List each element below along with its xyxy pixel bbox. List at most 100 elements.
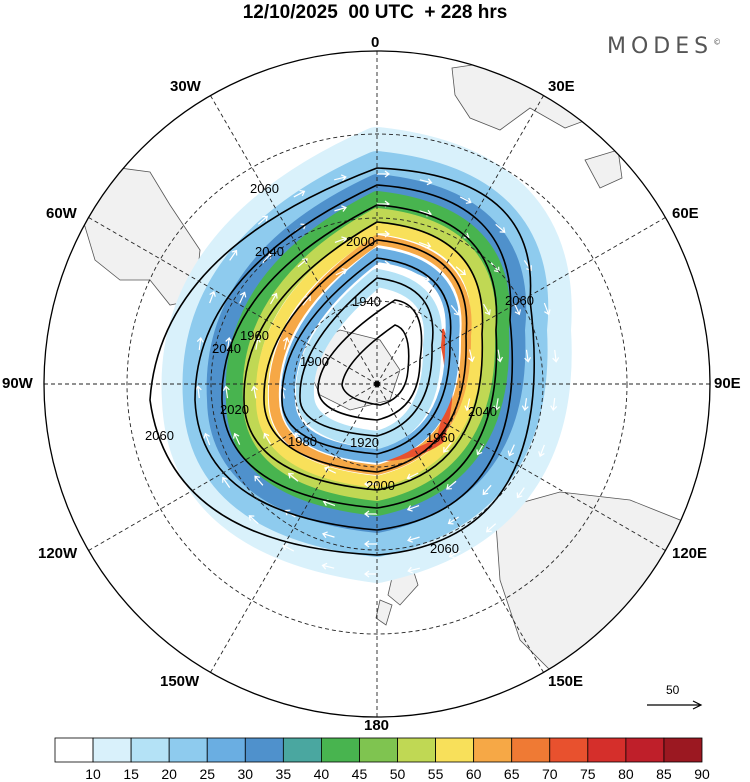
colorbar-label: 85 <box>656 766 672 782</box>
colorbar-swatch <box>206 737 246 763</box>
colorbar <box>54 737 703 763</box>
colorbar-swatch <box>359 737 398 763</box>
contour-label-2060: 2060 <box>505 293 534 308</box>
wind-arrow <box>334 174 347 182</box>
wind-arrow <box>364 480 377 488</box>
wind-arrow <box>248 515 259 525</box>
contour-label-2060: 2060 <box>145 428 174 443</box>
wind-arrow <box>406 504 420 512</box>
contour-label-2020: 2020 <box>220 402 249 417</box>
contour-label-1960: 1960 <box>240 328 269 343</box>
colorbar-swatch <box>92 737 132 763</box>
contour-labels: 1900 1920 1940 1960 1960 1980 2000 2000 2020 2040… <box>145 181 534 556</box>
wind-arrow <box>483 303 491 316</box>
colorbar-swatch <box>625 737 665 763</box>
wind-arrow <box>468 349 475 363</box>
land-australia <box>494 491 701 691</box>
colorbar-swatch <box>473 737 513 763</box>
wind-arrow <box>485 523 497 533</box>
wind-arrow <box>334 205 347 212</box>
contour-label-1940: 1940 <box>352 294 381 309</box>
wind-arrow <box>194 385 202 399</box>
colorbar-swatch <box>244 737 284 763</box>
wind-arrow <box>269 292 278 305</box>
contour-label-2040: 2040 <box>212 341 241 356</box>
colorbar-swatch <box>663 737 703 763</box>
wind-arrow <box>552 349 560 363</box>
wind-arrow <box>257 215 269 225</box>
wind-arrow <box>459 196 472 204</box>
wind-arrow <box>209 290 216 304</box>
wind-arrow <box>377 260 390 268</box>
wind-arrow <box>550 398 558 412</box>
wind-arrow <box>516 487 525 499</box>
wind-arrow <box>250 385 258 399</box>
colorbar-swatch <box>549 737 589 763</box>
colorbar-swatch <box>587 737 627 763</box>
wind-arrow <box>476 443 485 456</box>
colorbar-label: 90 <box>694 766 710 782</box>
contour-label-1900: 1900 <box>300 354 329 369</box>
colorbar-swatch <box>168 737 208 763</box>
contour-label-1920: 1920 <box>350 435 379 450</box>
colorbar-swatch <box>321 737 360 763</box>
lon-label-90e: 90E <box>714 375 741 392</box>
contour-label-2040: 2040 <box>468 404 497 419</box>
wind-arrow <box>239 291 247 304</box>
wind-arrow <box>524 349 532 363</box>
colorbar-label: 60 <box>465 766 482 782</box>
wind-arrow <box>507 444 515 457</box>
wind-scale-arrow <box>647 700 703 710</box>
wind-arrow <box>321 562 335 570</box>
wind-arrow <box>263 432 271 445</box>
contour-label-1980: 1980 <box>288 434 317 449</box>
colorbar-label: 50 <box>389 766 406 782</box>
wind-arrow <box>321 531 335 539</box>
colorbar-swatch <box>130 737 170 763</box>
modes-logo: MODES© <box>607 34 722 59</box>
wind-scale-label: 50 <box>666 683 680 697</box>
wind-arrow <box>521 398 529 412</box>
wind-arrow <box>482 484 492 496</box>
graticule <box>44 51 710 717</box>
wind-arrow <box>464 398 472 412</box>
wind-arrow <box>543 302 551 316</box>
contour-label-1960: 1960 <box>426 430 455 445</box>
wind-arrow <box>233 432 241 445</box>
wind-arrow <box>495 223 506 233</box>
land-new-zealand-south <box>375 599 393 626</box>
colorbar-label: 80 <box>618 766 634 782</box>
shade-60 <box>255 222 483 488</box>
wind-arrow <box>377 170 390 178</box>
contour-label-2000: 2000 <box>366 478 395 493</box>
wind-arrow <box>418 241 432 249</box>
wind-arrow <box>196 336 204 350</box>
wind-arrow <box>364 570 377 578</box>
colorbar-swatch <box>435 737 475 763</box>
wind-arrow <box>496 349 504 363</box>
wind-arrow <box>443 442 452 453</box>
wind-arrow <box>419 178 433 186</box>
wind-arrow <box>364 540 377 548</box>
contour-label-2060: 2060 <box>430 541 459 556</box>
colorbar-label: 75 <box>580 766 596 782</box>
colorbar-swatch <box>54 737 94 763</box>
wind-arrow <box>407 536 420 543</box>
contour-2020-line <box>221 204 498 509</box>
colorbar-swatch <box>397 737 436 763</box>
wind-arrow <box>377 230 390 238</box>
contour-1960-line <box>281 257 452 455</box>
lon-label-60e: 60E <box>672 205 699 222</box>
contour-label-2040: 2040 <box>255 244 284 259</box>
contour-2040-line <box>194 184 514 531</box>
wind-arrow <box>294 432 304 443</box>
wind-arrow <box>406 472 419 480</box>
wind-arrow <box>513 303 521 316</box>
colorbar-label: 65 <box>503 766 520 782</box>
wind-arrow <box>455 266 467 276</box>
lon-label-0: 0 <box>371 34 380 51</box>
land-south-america <box>79 167 201 306</box>
land-arabia <box>584 149 623 189</box>
colorbar-label: 15 <box>123 766 139 782</box>
